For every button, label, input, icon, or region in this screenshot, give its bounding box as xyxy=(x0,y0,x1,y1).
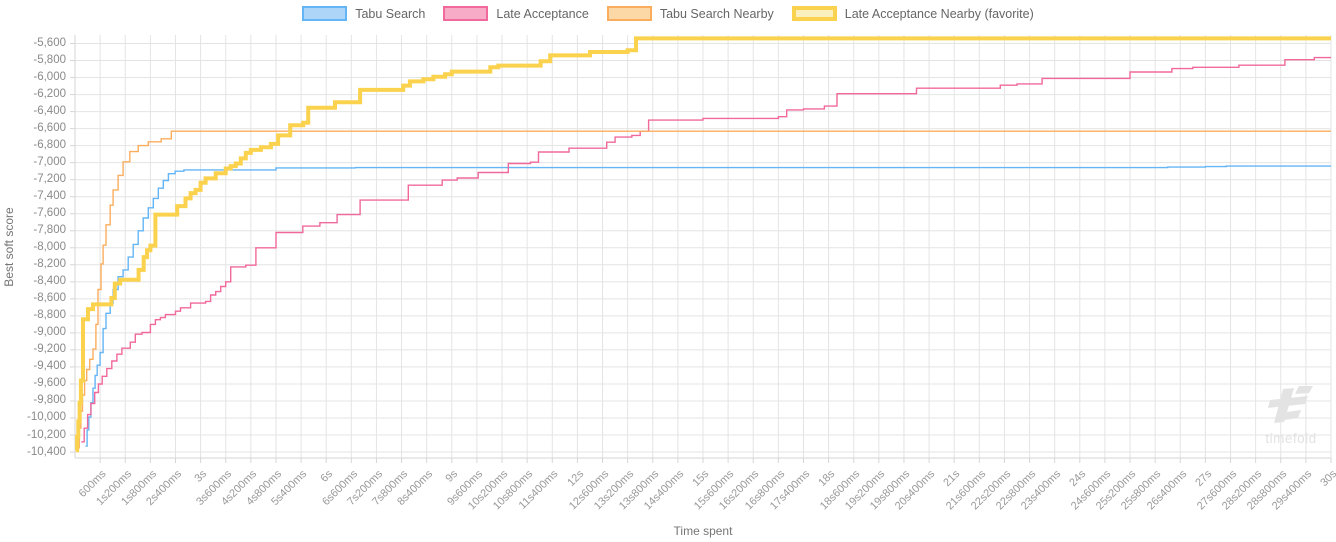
y-tick-label: -8,400 xyxy=(33,275,66,288)
y-tick-label: -7,600 xyxy=(33,207,66,220)
series-line-late-acceptance-nearby-favorite xyxy=(75,36,1331,453)
y-tick-label: -6,000 xyxy=(33,71,66,84)
y-tick-label: -8,800 xyxy=(33,309,66,322)
legend-item-tabu-search[interactable]: Tabu Search xyxy=(302,6,425,21)
y-tick-label: -6,200 xyxy=(33,88,66,101)
legend-swatch-icon xyxy=(606,6,652,21)
watermark: timefold xyxy=(1260,386,1322,446)
y-tick-label: -7,800 xyxy=(33,224,66,237)
y-tick-label: -8,200 xyxy=(33,258,66,271)
legend-swatch-icon xyxy=(443,6,489,21)
legend-label: Late Acceptance Nearby (favorite) xyxy=(844,6,1034,21)
y-tick-label: -6,600 xyxy=(33,122,66,135)
legend-item-late-acceptance[interactable]: Late Acceptance xyxy=(443,6,589,21)
y-tick-label: -9,400 xyxy=(33,360,66,373)
y-tick-label: -6,400 xyxy=(33,105,66,118)
y-tick-label: -10,400 xyxy=(26,445,66,458)
legend-label: Tabu Search xyxy=(355,6,426,21)
y-tick-label: -7,400 xyxy=(33,190,66,203)
y-tick-label: -6,800 xyxy=(33,139,66,152)
series-line-tabu-search xyxy=(85,165,1331,447)
y-tick-label: -5,800 xyxy=(33,54,66,67)
legend-swatch-icon xyxy=(791,6,837,21)
legend-label: Late Acceptance xyxy=(496,6,589,21)
y-tick-label: -7,000 xyxy=(33,156,66,169)
y-tick-label: -10,000 xyxy=(26,411,66,424)
y-tick-label: -9,600 xyxy=(33,377,66,390)
y-tick-label: -9,200 xyxy=(33,343,66,356)
legend-label: Tabu Search Nearby xyxy=(659,6,774,21)
y-tick-label: -8,000 xyxy=(33,241,66,254)
y-axis-title: Best soft score xyxy=(2,207,16,287)
legend-item-tabu-search-nearby[interactable]: Tabu Search Nearby xyxy=(606,6,774,21)
y-tick-label: -10,200 xyxy=(26,428,66,441)
y-tick-label: -9,000 xyxy=(33,326,66,339)
series-line-late-acceptance xyxy=(81,56,1331,443)
watermark-text: timefold xyxy=(1265,431,1317,446)
chart-legend: Tabu Search Late Acceptance Tabu Search Ne… xyxy=(0,6,1336,21)
x-axis-title: Time spent xyxy=(673,524,733,538)
y-tick-label: -9,800 xyxy=(33,394,66,407)
y-tick-label: -7,200 xyxy=(33,173,66,186)
timefold-logo-icon xyxy=(1268,386,1313,423)
legend-item-late-acceptance-nearby-favorite[interactable]: Late Acceptance Nearby (favorite) xyxy=(791,6,1034,21)
series-line-tabu-search-nearby xyxy=(77,130,1331,449)
y-tick-label: -5,600 xyxy=(33,37,66,49)
y-tick-label: -8,600 xyxy=(33,292,66,305)
legend-swatch-icon xyxy=(302,6,348,21)
